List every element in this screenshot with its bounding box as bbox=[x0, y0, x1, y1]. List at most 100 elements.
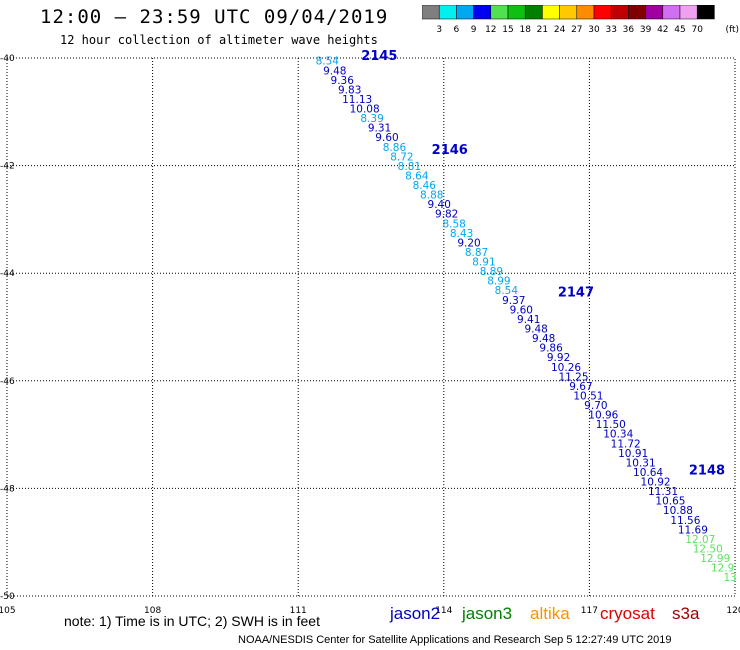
wave-height-value: 8.81 bbox=[398, 161, 421, 173]
legend-swatch bbox=[490, 5, 509, 20]
wave-height-value: 10.65 bbox=[655, 496, 685, 508]
wave-height-value: 13 bbox=[723, 572, 736, 584]
legend-swatch bbox=[542, 5, 560, 20]
legend-swatch bbox=[422, 5, 440, 20]
legend-label: 18 bbox=[519, 25, 531, 35]
wave-height-value: 8.72 bbox=[390, 151, 413, 163]
wave-height-value: 8.54 bbox=[495, 285, 519, 297]
legend-swatch bbox=[696, 5, 715, 20]
wave-height-value: 9.60 bbox=[510, 304, 533, 316]
legend-label: 42 bbox=[657, 25, 668, 35]
wave-height-value: 10.26 bbox=[551, 362, 581, 374]
wave-height-value: 10.51 bbox=[573, 390, 603, 402]
legend-swatch bbox=[438, 5, 457, 20]
wave-height-value: 8.43 bbox=[450, 228, 473, 240]
legend-label: 15 bbox=[502, 25, 513, 35]
wave-height-value: 12.07 bbox=[685, 534, 715, 546]
wave-height-value: 9.31 bbox=[368, 123, 391, 135]
wave-height-value: 9.36 bbox=[331, 75, 355, 87]
latitude-label: -46 bbox=[0, 377, 15, 387]
legend-swatch bbox=[473, 5, 492, 20]
note-text: note: 1) Time is in UTC; 2) SWH is in fe… bbox=[64, 613, 320, 629]
wave-height-value: 10.92 bbox=[641, 477, 671, 489]
wave-height-value: 10.08 bbox=[350, 104, 380, 116]
wave-height-value: 11.50 bbox=[596, 419, 626, 431]
wave-height-value: 12.9 bbox=[711, 563, 734, 575]
wave-height-value: 8.91 bbox=[472, 257, 495, 269]
longitude-label: 105 bbox=[0, 606, 16, 616]
satellite-s3a: s3a bbox=[672, 604, 700, 623]
legend-label: 9 bbox=[471, 25, 477, 35]
legend-unit: (ft) bbox=[725, 25, 739, 35]
legend-label: 21 bbox=[537, 25, 548, 35]
wave-height-value: 10.96 bbox=[588, 410, 618, 422]
wave-height-value: 9.48 bbox=[323, 65, 346, 77]
wave-height-value: 11.25 bbox=[558, 371, 588, 383]
legend-label: 39 bbox=[640, 25, 652, 35]
wave-height-value: 8.88 bbox=[420, 190, 443, 202]
wave-height-value: 10.64 bbox=[633, 467, 663, 479]
wave-height-value: 8.89 bbox=[480, 266, 503, 278]
page-title: 12:00 — 23:59 UTC 09/04/2019 bbox=[40, 6, 389, 28]
legend-label: 12 bbox=[485, 25, 496, 35]
wave-height-value: 9.48 bbox=[524, 323, 547, 335]
wave-height-value: 8.86 bbox=[383, 142, 407, 154]
legend-swatch bbox=[507, 5, 526, 20]
wave-height-value: 9.37 bbox=[502, 295, 525, 307]
page-subtitle: 12 hour collection of altimeter wave hei… bbox=[60, 33, 378, 47]
latitude-label: -44 bbox=[0, 269, 15, 279]
wave-height-value: 9.20 bbox=[457, 237, 480, 249]
wave-height-value: 9.60 bbox=[375, 132, 398, 144]
wave-height-value: 8.99 bbox=[487, 276, 510, 288]
legend-swatch bbox=[593, 5, 612, 20]
legend-swatch bbox=[628, 5, 646, 20]
wave-height-value: 11.69 bbox=[678, 524, 708, 536]
longitude-label: 120 bbox=[726, 606, 740, 616]
wave-height-value: 8.64 bbox=[405, 170, 429, 182]
wave-height-value: 10.34 bbox=[603, 429, 633, 441]
latitude-label: -42 bbox=[0, 162, 15, 172]
wave-height-value: 8.46 bbox=[413, 180, 437, 192]
satellite-jason3: jason3 bbox=[462, 604, 513, 623]
pass-number-label: 2146 bbox=[432, 143, 468, 158]
legend-label: 33 bbox=[605, 25, 616, 35]
wave-height-value: 9.67 bbox=[569, 381, 592, 393]
legend-label: 30 bbox=[588, 25, 600, 35]
legend-label: 24 bbox=[554, 25, 566, 35]
wave-height-value: 10.31 bbox=[626, 457, 656, 469]
pass-number-label: 2148 bbox=[689, 463, 725, 478]
wave-height-value: 8.87 bbox=[465, 247, 488, 259]
pass-number-label: 2147 bbox=[558, 286, 594, 301]
satellite-cryosat: cryosat bbox=[600, 604, 655, 623]
legend-swatch bbox=[610, 5, 629, 20]
wave-height-value: 10.91 bbox=[618, 448, 648, 460]
wave-height-value: 9.86 bbox=[539, 343, 563, 355]
wave-height-value: 9.83 bbox=[338, 84, 361, 96]
legend-label: 27 bbox=[571, 25, 582, 35]
legend-swatch bbox=[559, 5, 578, 20]
wave-height-value: 9.48 bbox=[532, 333, 555, 345]
wave-height-value: 11.31 bbox=[648, 486, 678, 498]
wave-height-value: 9.82 bbox=[435, 209, 458, 221]
legend-label: 6 bbox=[454, 25, 460, 35]
wave-height-value: 8.58 bbox=[442, 218, 465, 230]
wave-height-value: 9.41 bbox=[517, 314, 540, 326]
latitude-label: -48 bbox=[0, 484, 15, 494]
wave-height-value: 11.13 bbox=[342, 94, 372, 106]
wave-height-value: 12.50 bbox=[693, 543, 723, 555]
map-frame bbox=[6, 57, 736, 597]
wave-height-value: 10.88 bbox=[663, 505, 693, 517]
legend-swatch bbox=[456, 5, 474, 20]
pass-number-label: 2145 bbox=[361, 49, 397, 64]
legend-label: 45 bbox=[674, 25, 685, 35]
legend-swatch bbox=[679, 5, 698, 20]
wave-height-value: 9.40 bbox=[428, 199, 451, 211]
legend-label: 70 bbox=[691, 25, 703, 35]
legend-label: 36 bbox=[623, 25, 635, 35]
latitude-label: -50 bbox=[0, 592, 15, 602]
satellite-jason2: jason2 bbox=[390, 604, 441, 623]
legend-swatch bbox=[524, 5, 543, 20]
wave-height-value: 8.54 bbox=[316, 56, 340, 68]
legend-swatch bbox=[645, 5, 664, 20]
